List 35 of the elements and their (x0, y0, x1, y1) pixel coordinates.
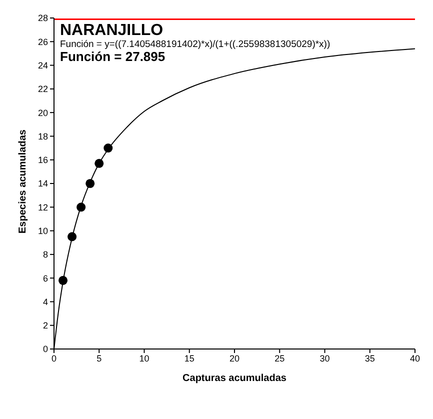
y-tick-label: 10 (38, 226, 48, 236)
point (86, 178, 95, 188)
annotation: Función = 27.895 (60, 49, 166, 64)
y-tick-label: 20 (38, 108, 48, 118)
y-tick-label: 2 (42, 320, 48, 331)
y-tick-label: 4 (42, 296, 48, 307)
x-tick-label: 15 (184, 353, 194, 364)
y-tick-label: 22 (38, 84, 48, 94)
y-tick-label: 6 (42, 273, 48, 284)
y-tick-label: 24 (38, 60, 48, 70)
point (58, 276, 68, 285)
y-tick-label: 0 (42, 344, 48, 354)
point (104, 144, 113, 153)
point (94, 158, 104, 168)
y-tick-label: 12 (38, 202, 48, 212)
x-axis-title: Capturas acumuladas (182, 373, 287, 384)
y-tick-label: 18 (38, 131, 48, 142)
x-tick-label: 0 (51, 353, 57, 364)
y-axis-title: Especies acumuladas (18, 129, 29, 234)
y-tick-label: 26 (38, 36, 48, 47)
x-tick-label: 5 (96, 353, 102, 364)
x-tick-label: 25 (274, 353, 285, 364)
y-tick-label: 14 (38, 178, 48, 189)
x-tick-label: 20 (229, 353, 240, 364)
point (76, 202, 86, 212)
x-tick-label: 40 (410, 353, 420, 364)
x-tick-label: 30 (320, 353, 330, 364)
x-tick-label: 35 (364, 353, 375, 364)
y-tick-label: 8 (42, 250, 48, 260)
annotation: Función = y=((7.1405488191402)*x)/(1+((.25598381305029)*x)) (60, 38, 330, 50)
chart-title: NARANJILLO (60, 22, 164, 40)
y-tick-label: 28 (38, 13, 48, 24)
y-tick-label: 16 (38, 155, 48, 166)
x-tick-label: 10 (139, 353, 150, 364)
point (68, 232, 77, 242)
